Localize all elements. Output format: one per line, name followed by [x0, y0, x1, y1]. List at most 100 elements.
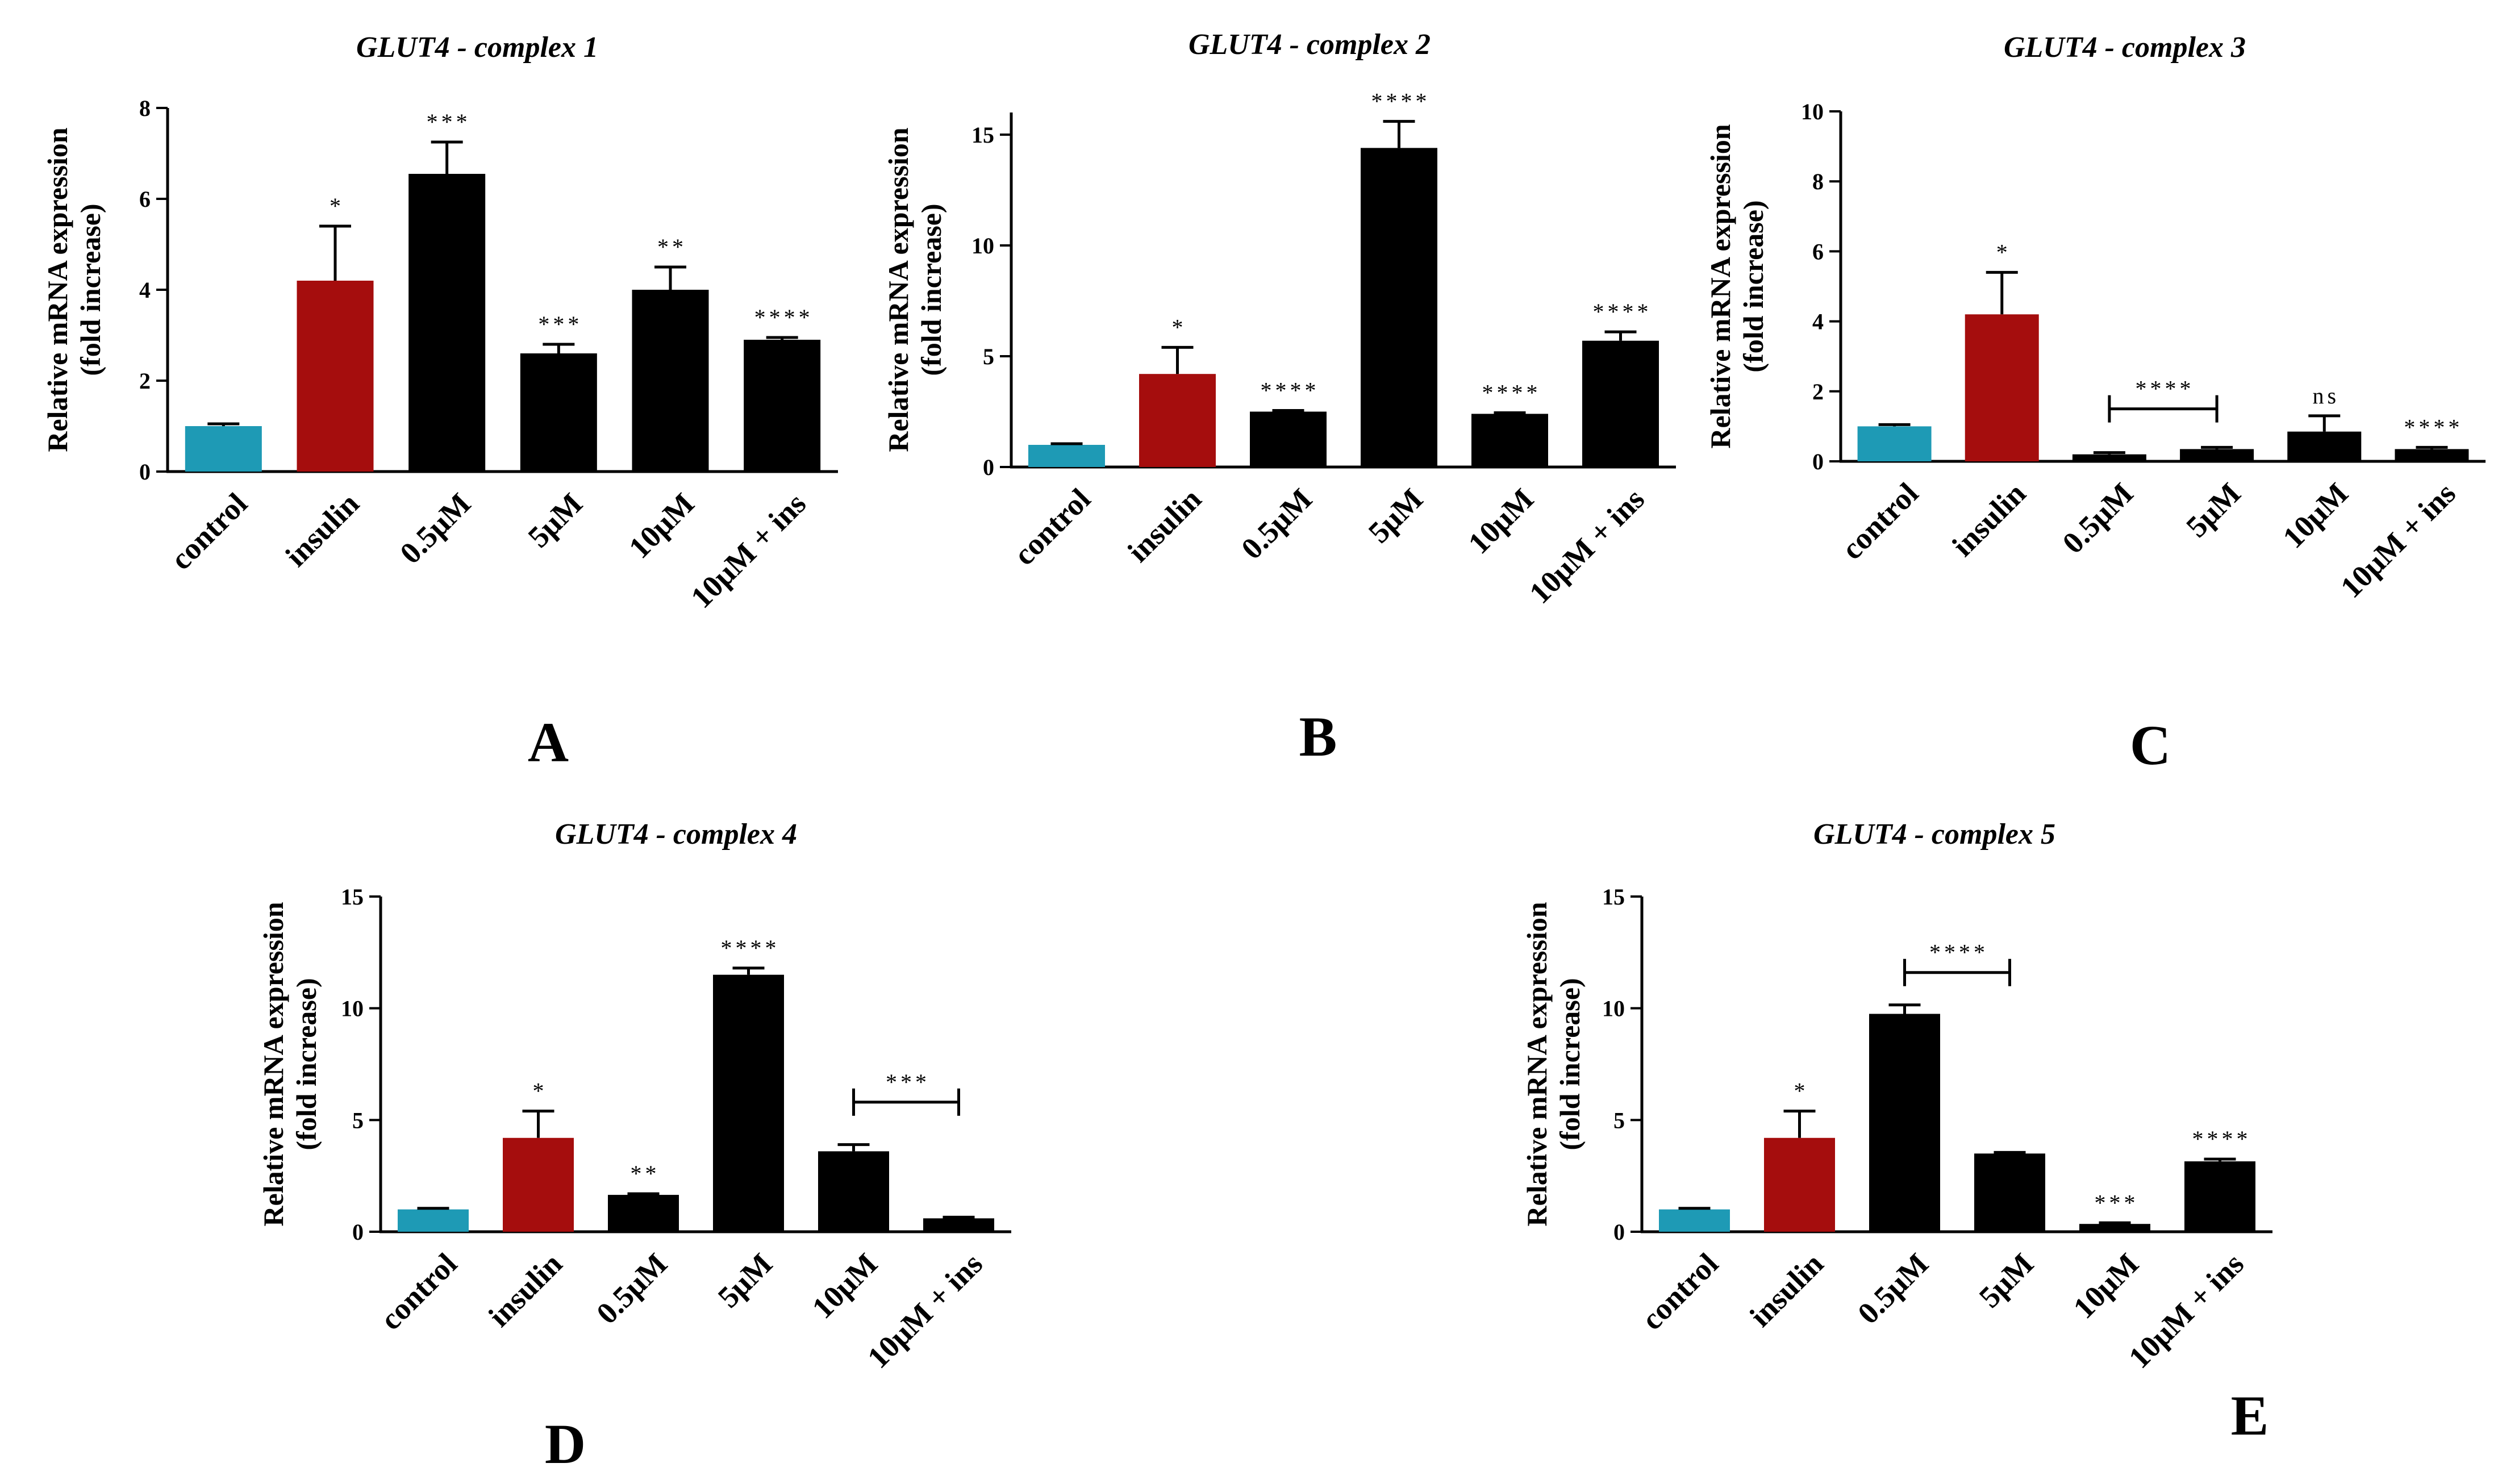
y-axis-title-line2: (fold increase) [1554, 978, 1586, 1150]
x-tick-label: insulin [1743, 1247, 1830, 1333]
y-tick-label: 10 [1602, 996, 1625, 1022]
significance-label: **** [2404, 414, 2463, 440]
y-axis-title-line2: (fold increase) [1737, 200, 1769, 372]
bar [1361, 148, 1437, 467]
panel-letter: C [2130, 714, 2171, 777]
y-tick-label: 6 [139, 186, 151, 212]
y-tick-label: 8 [139, 95, 151, 121]
y-axis-title-line1: Relative mRNA expression [882, 127, 914, 452]
x-tick-label: 0.5μM [590, 1247, 674, 1331]
y-axis-title-line2: (fold increase) [74, 203, 106, 376]
y-tick-label: 4 [1812, 309, 1824, 335]
y-axis-title-line1: Relative mRNA expression [1521, 902, 1553, 1226]
significance-label: * [1172, 314, 1187, 340]
bar [1250, 411, 1327, 467]
x-tick-label: 0.5μM [1235, 482, 1319, 566]
bar [1582, 340, 1659, 467]
significance-label: *** [427, 109, 471, 135]
bar [713, 974, 784, 1232]
x-tick-label: 10μM [2276, 476, 2354, 555]
significance-label: **** [2192, 1126, 2251, 1152]
bar [608, 1195, 679, 1232]
y-axis-title-line2: (fold increase) [915, 203, 947, 376]
significance-label: **** [1482, 380, 1541, 405]
significance-label: **** [1261, 378, 1320, 403]
y-tick-label: 10 [971, 233, 994, 259]
x-tick-label: control [1635, 1247, 1725, 1336]
significance-label: **** [1593, 299, 1652, 324]
panel-d: GLUT4 - complex 4 Relative mRNA expressio… [257, 818, 1011, 1475]
bar [2079, 1224, 2150, 1232]
bar [1869, 1014, 1940, 1232]
bar [1764, 1137, 1835, 1232]
y-tick-label: 0 [352, 1219, 364, 1245]
significance-label: ** [631, 1161, 660, 1186]
panel-letter: E [2231, 1384, 2269, 1447]
panel-c: GLUT4 - complex 3 Relative mRNA expressio… [1704, 31, 2486, 777]
bar [2072, 454, 2146, 461]
y-axis-title: Relative mRNA expression(fold increase) [1704, 124, 1769, 448]
panel-letter: D [545, 1412, 586, 1475]
x-tick-label: 10μM [2067, 1247, 2145, 1325]
x-tick-label: insulin [279, 486, 366, 573]
x-tick-label: 5μM [2179, 476, 2247, 544]
significance-label: *** [2095, 1190, 2139, 1215]
significance-label: * [330, 193, 344, 219]
bar [2287, 431, 2362, 461]
x-tick-label: 10μM [806, 1247, 884, 1325]
bar [1028, 445, 1105, 467]
significance-label: * [1794, 1078, 1809, 1104]
bar [2395, 449, 2469, 461]
x-tick-label: 10μM [1462, 482, 1540, 560]
x-tick-label: 0.5μM [393, 486, 477, 570]
bar [297, 281, 374, 472]
bracket-label: **** [2136, 376, 2195, 402]
bar [1471, 414, 1548, 467]
significance-label: * [1996, 239, 2011, 265]
y-axis-title-line1: Relative mRNA expression [41, 127, 73, 452]
y-tick-label: 5 [352, 1107, 364, 1133]
y-axis-title: Relative mRNA expression(fold increase) [257, 902, 322, 1226]
y-tick-label: 2 [1812, 379, 1824, 405]
x-tick-label: 10μM [622, 486, 700, 565]
chart-title: GLUT4 - complex 3 [2004, 31, 2246, 64]
bar [503, 1137, 574, 1232]
x-tick-label: control [374, 1247, 464, 1336]
bar [923, 1218, 994, 1232]
bar [2184, 1161, 2255, 1232]
y-tick-label: 5 [983, 344, 994, 369]
bracket-label: *** [886, 1069, 930, 1095]
bar [520, 353, 597, 472]
panel-a: GLUT4 - complex 1 Relative mRNA expressio… [41, 31, 838, 774]
bar [744, 340, 821, 472]
y-tick-label: 0 [1812, 449, 1824, 474]
bar [1974, 1153, 2045, 1232]
chart-title: GLUT4 - complex 4 [555, 818, 797, 851]
x-tick-label: 0.5μM [1851, 1247, 1935, 1331]
bar [1857, 426, 1932, 461]
y-axis-title-line2: (fold increase) [290, 978, 322, 1150]
bar [1659, 1209, 1730, 1232]
y-tick-label: 15 [341, 884, 364, 910]
panel-letter: B [1299, 705, 1337, 768]
x-tick-label: 5μM [522, 486, 589, 554]
bar [1965, 314, 2039, 461]
significance-label: ns [2312, 383, 2340, 408]
y-axis-title: Relative mRNA expression(fold increase) [41, 127, 106, 452]
x-tick-label: 10μM + ins [1523, 482, 1651, 610]
x-tick-label: 5μM [711, 1247, 779, 1314]
y-tick-label: 4 [139, 277, 151, 303]
significance-label: **** [1371, 89, 1431, 114]
y-tick-label: 0 [139, 459, 151, 485]
y-tick-label: 10 [341, 996, 364, 1022]
y-tick-label: 6 [1812, 239, 1824, 264]
y-axis-title-line1: Relative mRNA expression [1704, 124, 1736, 448]
bar [398, 1209, 469, 1232]
significance-label: **** [721, 935, 780, 961]
x-tick-label: 0.5μM [2056, 476, 2140, 560]
y-tick-label: 5 [1613, 1107, 1625, 1133]
x-tick-label: insulin [482, 1247, 569, 1333]
panel-e: GLUT4 - complex 5 Relative mRNA expressio… [1521, 818, 2272, 1447]
x-tick-label: control [1007, 482, 1097, 572]
